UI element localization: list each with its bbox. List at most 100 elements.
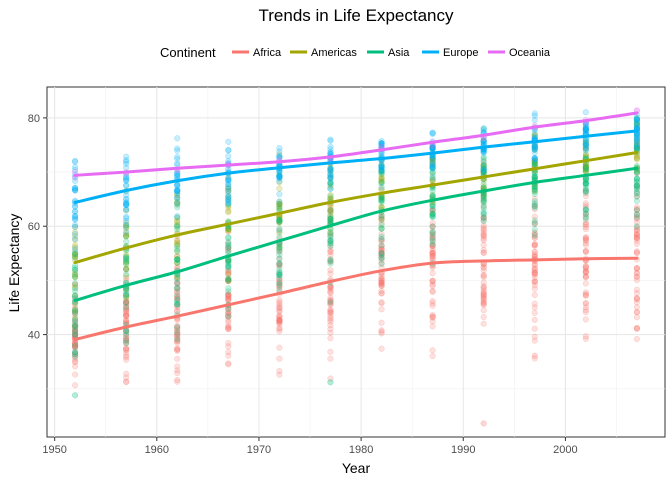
data-point xyxy=(72,236,79,243)
data-point xyxy=(174,301,181,308)
data-point xyxy=(72,341,79,348)
data-point xyxy=(327,243,334,250)
data-point xyxy=(123,224,130,231)
data-point xyxy=(531,117,538,124)
data-point xyxy=(429,233,436,240)
data-point xyxy=(531,187,538,194)
data-point xyxy=(174,325,181,332)
data-point xyxy=(480,217,487,224)
data-point xyxy=(480,226,487,233)
data-point xyxy=(327,289,334,296)
data-point xyxy=(327,168,334,175)
data-point xyxy=(276,317,283,324)
data-point xyxy=(72,273,79,281)
data-point xyxy=(633,264,640,272)
data-point xyxy=(480,208,487,215)
data-point xyxy=(378,214,385,221)
data-point xyxy=(429,191,436,198)
data-point xyxy=(276,198,283,205)
data-point xyxy=(429,242,436,249)
data-point xyxy=(72,342,79,349)
data-point xyxy=(72,280,79,287)
data-point xyxy=(327,267,334,274)
data-point xyxy=(174,332,181,339)
data-point xyxy=(225,310,232,317)
data-point xyxy=(582,167,589,174)
data-point xyxy=(276,226,283,234)
data-point xyxy=(480,267,487,274)
data-point xyxy=(276,308,283,315)
data-point xyxy=(378,176,385,183)
data-point xyxy=(480,293,487,300)
data-point xyxy=(72,371,79,378)
data-point xyxy=(174,198,181,205)
data-point xyxy=(633,295,640,302)
data-point xyxy=(327,283,334,290)
data-point xyxy=(174,326,181,333)
data-point xyxy=(531,202,538,209)
grid-lines xyxy=(47,87,665,437)
data-point xyxy=(429,282,436,289)
data-point xyxy=(327,315,334,322)
data-point xyxy=(429,278,436,285)
data-point xyxy=(174,221,181,228)
data-point xyxy=(531,157,538,165)
data-point xyxy=(531,337,538,344)
data-point xyxy=(72,323,79,330)
data-point xyxy=(531,270,538,277)
data-point xyxy=(633,193,640,200)
data-point xyxy=(480,137,487,144)
data-point xyxy=(225,245,232,252)
data-point xyxy=(378,345,385,352)
data-point xyxy=(276,277,283,284)
legend: Continent Africa Americas Asia Europe Oceani… xyxy=(160,45,551,60)
data-point xyxy=(378,281,385,288)
data-point xyxy=(123,374,130,381)
data-point xyxy=(225,326,232,333)
data-point xyxy=(480,264,487,271)
data-point xyxy=(276,367,283,375)
data-point xyxy=(72,292,79,299)
data-point xyxy=(72,157,79,164)
data-point xyxy=(174,301,181,308)
data-point xyxy=(327,175,334,182)
data-point xyxy=(174,238,181,245)
data-point xyxy=(276,305,283,312)
data-point xyxy=(582,273,589,280)
x-tick-label: 2000 xyxy=(553,444,577,456)
data-point xyxy=(327,242,334,249)
data-point xyxy=(633,169,640,176)
data-point xyxy=(72,344,79,351)
data-point xyxy=(531,157,538,164)
data-point xyxy=(123,307,130,314)
data-point xyxy=(327,246,334,253)
data-point xyxy=(429,156,436,163)
data-point xyxy=(225,239,232,246)
data-point xyxy=(429,223,436,230)
data-point xyxy=(123,260,130,267)
data-point xyxy=(582,164,589,171)
data-point xyxy=(378,236,385,243)
data-point xyxy=(72,271,79,278)
data-point xyxy=(378,275,385,282)
data-point xyxy=(480,224,487,231)
data-point xyxy=(276,261,283,268)
data-point xyxy=(225,295,232,302)
data-point xyxy=(72,308,79,315)
data-point xyxy=(225,270,232,277)
data-point xyxy=(174,223,181,230)
legend-label: Americas xyxy=(311,47,357,59)
data-point xyxy=(123,345,130,352)
data-point xyxy=(225,312,232,319)
data-point xyxy=(327,329,334,336)
data-point xyxy=(327,300,334,307)
data-point xyxy=(582,236,589,243)
data-point xyxy=(276,282,283,289)
data-point xyxy=(480,214,487,221)
data-point xyxy=(327,248,334,255)
data-point xyxy=(633,154,640,161)
data-point xyxy=(225,291,232,298)
data-point xyxy=(531,265,538,272)
data-point xyxy=(72,316,79,323)
data-point xyxy=(633,223,640,230)
